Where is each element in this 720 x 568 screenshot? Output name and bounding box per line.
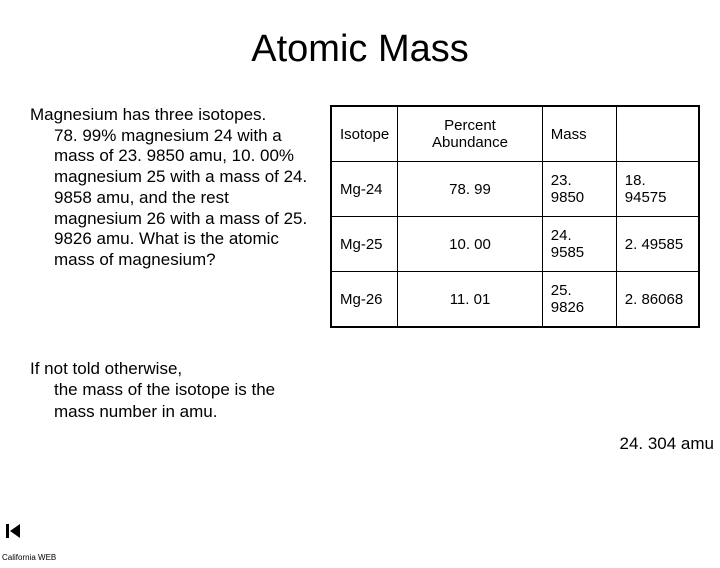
table-row: Mg-25 10. 00 24. 9585 2. 49585 [331,217,699,272]
footnote: If not told otherwise, the mass of the i… [0,358,300,422]
cell-abundance: 11. 01 [398,272,543,328]
previous-slide-icon[interactable] [4,522,22,540]
body-line-1: Magnesium has three isotopes. [30,105,320,126]
cell-abundance: 78. 99 [398,162,543,217]
slide-title: Atomic Mass [0,28,720,71]
cell-isotope: Mg-25 [331,217,398,272]
table-row: Mg-26 11. 01 25. 9826 2. 86068 [331,272,699,328]
col-product [616,106,699,162]
body-rest: 78. 99% magnesium 24 with a mass of 23. … [30,126,320,271]
cell-isotope: Mg-26 [331,272,398,328]
cell-product: 2. 49585 [616,217,699,272]
cell-mass: 23. 9850 [542,162,616,217]
content-row: Magnesium has three isotopes. 78. 99% ma… [0,105,720,328]
cell-abundance: 10. 00 [398,217,543,272]
credit-text: California WEB [2,553,56,562]
cell-mass: 25. 9826 [542,272,616,328]
table-row: Mg-24 78. 99 23. 9850 18. 94575 [331,162,699,217]
answer-value: 24. 304 amu [619,434,714,454]
col-isotope: Isotope [331,106,398,162]
cell-product: 18. 94575 [616,162,699,217]
col-percent-abundance: Percent Abundance [398,106,543,162]
table-header-row: Isotope Percent Abundance Mass [331,106,699,162]
col-mass: Mass [542,106,616,162]
cell-isotope: Mg-24 [331,162,398,217]
isotope-table: Isotope Percent Abundance Mass Mg-24 78.… [330,105,700,328]
problem-statement: Magnesium has three isotopes. 78. 99% ma… [30,105,320,328]
cell-product: 2. 86068 [616,272,699,328]
cell-mass: 24. 9585 [542,217,616,272]
isotope-table-wrap: Isotope Percent Abundance Mass Mg-24 78.… [330,105,700,328]
footnote-rest: the mass of the isotope is the mass numb… [30,379,300,422]
footnote-line-1: If not told otherwise, [30,358,300,379]
